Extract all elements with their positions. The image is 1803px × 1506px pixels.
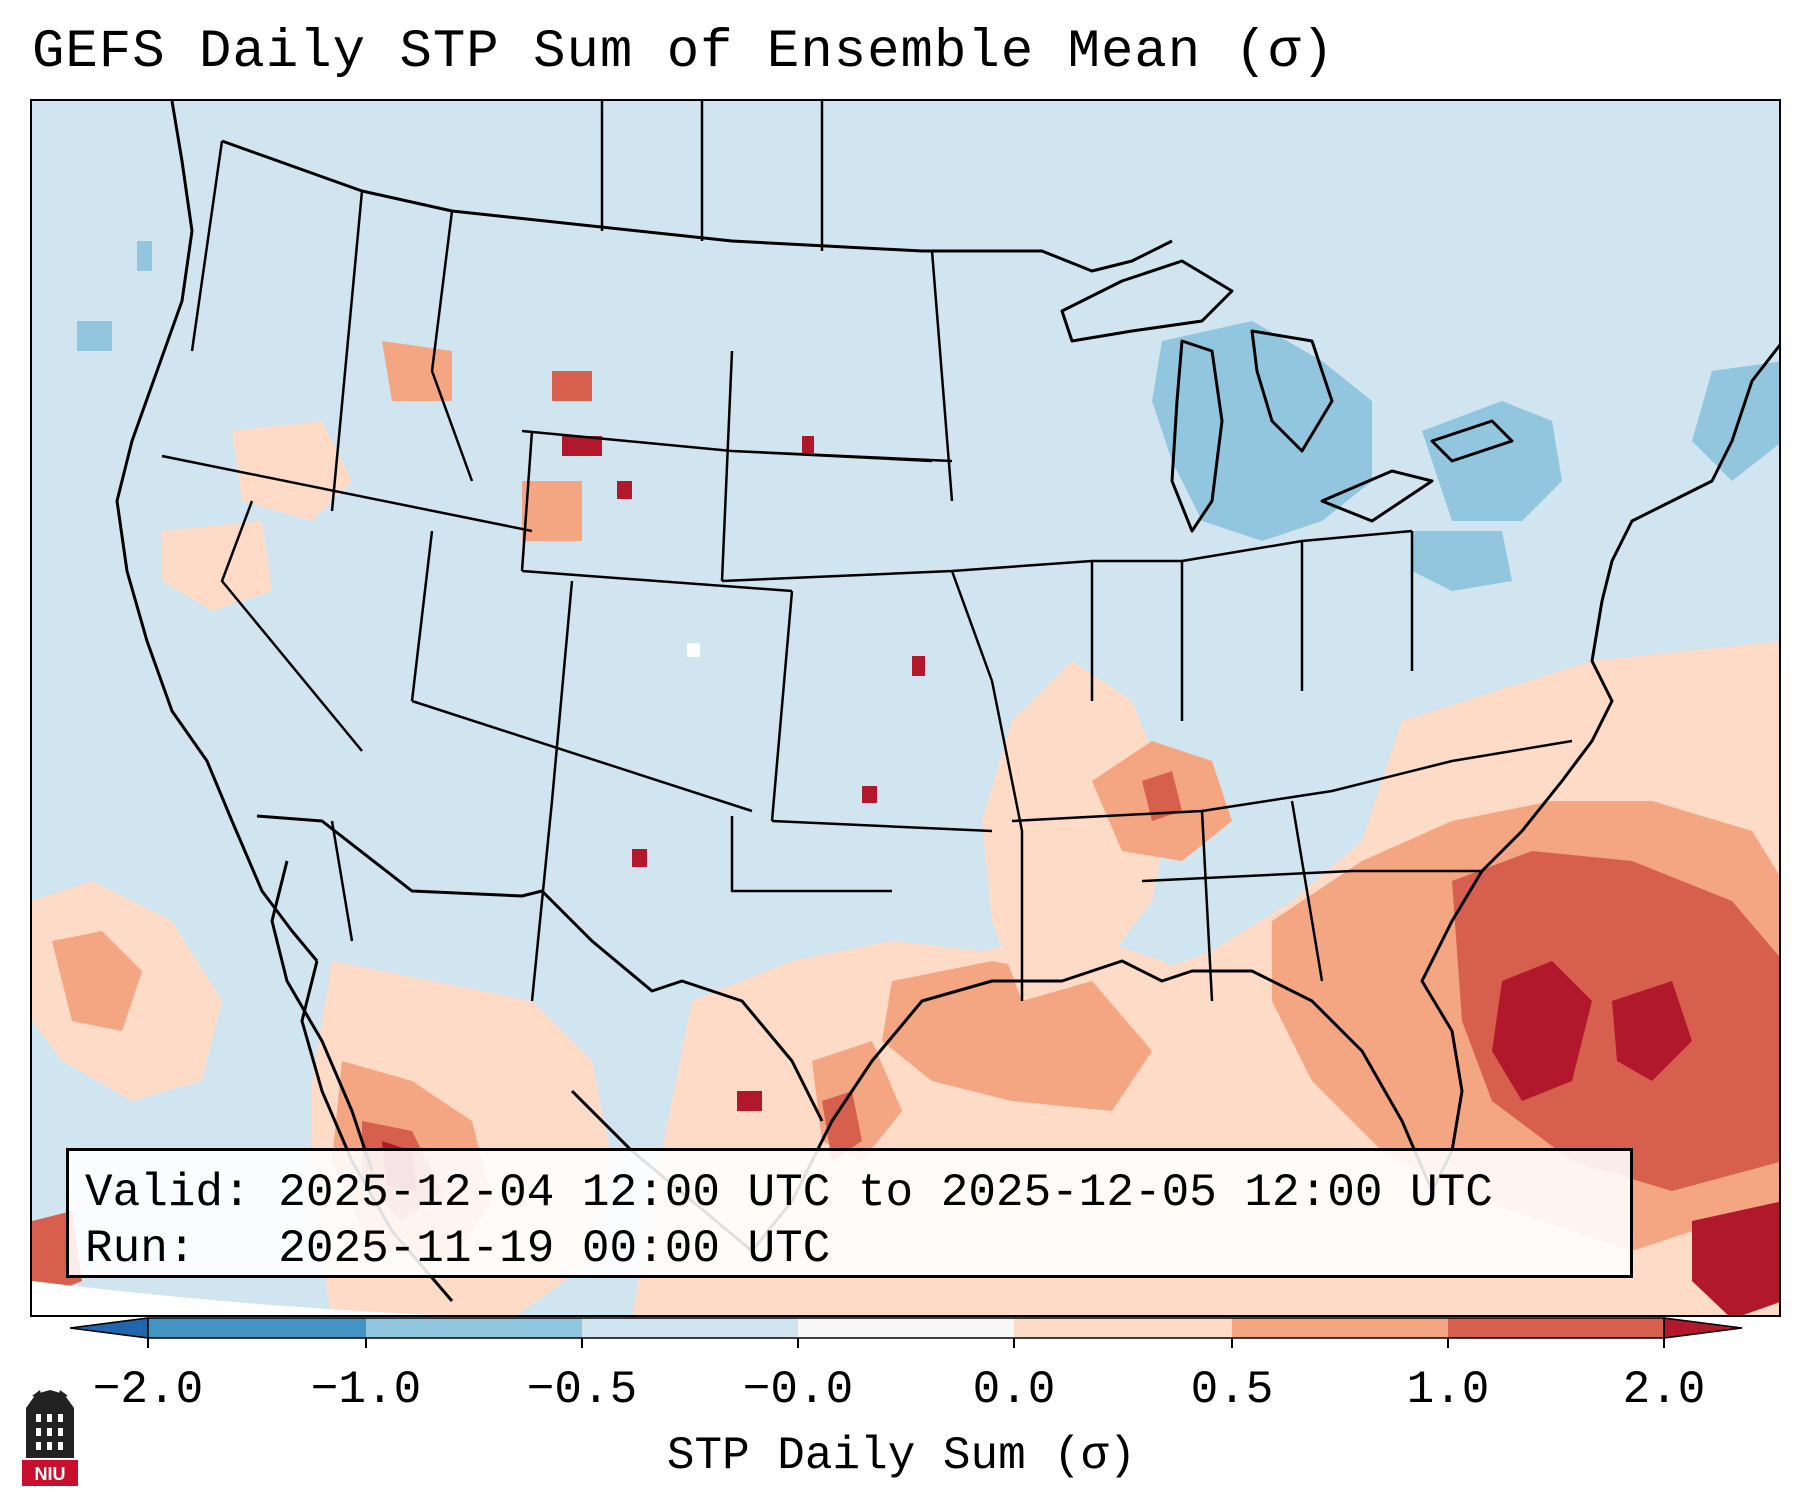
colorbar-segment-7 — [1448, 1318, 1664, 1338]
colorbar-segment-3 — [582, 1318, 798, 1338]
colorbar-ticks — [147, 1338, 1665, 1348]
anomaly-dark-caribbean — [1692, 1201, 1779, 1315]
lake-michigan — [1170, 339, 1224, 533]
valid-label: Valid: — [85, 1167, 251, 1219]
anomaly-light-nw — [232, 421, 352, 521]
tick-label: 0.5 — [1190, 1364, 1274, 1416]
anomaly-blue-pacific-nw-2 — [137, 241, 152, 271]
anomaly-medium-idaho — [382, 341, 452, 401]
state-lines — [161, 101, 1573, 1002]
chart-title: GEFS Daily STP Sum of Ensemble Mean (σ) — [32, 22, 1335, 83]
colorbar-extend-low — [70, 1317, 149, 1339]
valid-value: 2025-12-04 12:00 UTC to 2025-12-05 12:00… — [278, 1167, 1493, 1219]
tick-label: 2.0 — [1622, 1364, 1706, 1416]
mexico-border — [256, 814, 824, 1122]
tick-label: 0.0 — [972, 1364, 1056, 1416]
anomaly-blue-lakes — [1152, 321, 1372, 541]
logo-text: NIU — [35, 1464, 66, 1484]
anomaly-dark-okla — [862, 786, 877, 803]
anomaly-red-montana — [552, 371, 592, 401]
anomaly-blue-ny — [1422, 401, 1562, 521]
tick-label: −2.0 — [92, 1364, 204, 1416]
tick-label: −1.0 — [310, 1364, 422, 1416]
tick-label: 1.0 — [1406, 1364, 1490, 1416]
colorbar-segment-6 — [1232, 1318, 1448, 1338]
valid-run-box: Valid: 2025-12-04 12:00 UTC to 2025-12-0… — [66, 1148, 1633, 1278]
map-panel — [30, 99, 1781, 1317]
anomaly-medium-wyoming — [522, 481, 582, 541]
gulf-california — [270, 860, 374, 1172]
anomaly-dark-montana — [562, 436, 602, 456]
anomaly-dark-texas-w — [737, 1091, 762, 1111]
colorbar-segment-4 — [798, 1318, 1014, 1338]
colorbar-segment-2 — [366, 1318, 582, 1338]
colorbar-frame — [147, 1317, 1665, 1339]
colorbar-segment-1 — [148, 1318, 366, 1338]
anomaly-dark-kansas — [912, 656, 925, 676]
anomaly-red-texas — [822, 1091, 862, 1161]
anomaly-dark-dakota — [802, 436, 814, 453]
anomaly-zero-colorado — [687, 643, 700, 657]
anomaly-blue-pacific-nw — [77, 321, 112, 351]
lake-ontario — [1430, 419, 1514, 463]
run-value: 2025-11-19 00:00 UTC — [278, 1223, 831, 1275]
west-coastline — [115, 101, 319, 962]
anomaly-dark-nm — [632, 849, 647, 867]
anomaly-dark-atlantic-2 — [1612, 981, 1692, 1081]
projection-edge — [32, 1281, 437, 1315]
anomaly-light-valley — [982, 661, 1172, 1001]
anomaly-medium-gulf — [882, 961, 1152, 1111]
east-coastline — [1420, 343, 1779, 1192]
lake-huron — [1250, 329, 1334, 453]
colorbar-extend-high — [1663, 1317, 1743, 1339]
anomaly-blue-pa — [1412, 531, 1512, 591]
anomaly-dark-wy — [617, 481, 632, 499]
canada-border — [221, 139, 1173, 273]
run-label: Run: — [85, 1223, 196, 1275]
anomaly-red-valley — [1142, 771, 1182, 821]
colorbar — [70, 1317, 1743, 1348]
map-canvas — [32, 101, 1779, 1315]
anomaly-light-ca — [162, 521, 272, 611]
lake-superior — [1060, 259, 1234, 343]
colorbar-label: STP Daily Sum (σ) — [666, 1430, 1137, 1482]
anomaly-blue-newengland — [1692, 361, 1779, 481]
tick-label: −0.0 — [742, 1364, 854, 1416]
lake-erie — [1320, 469, 1434, 523]
anomaly-medium-pacific — [52, 931, 142, 1031]
boundaries — [115, 101, 1779, 1302]
colorbar-segment-5 — [1014, 1318, 1232, 1338]
anomaly-dark-atlantic — [1492, 961, 1592, 1101]
niu-logo-icon: NIU — [22, 1390, 78, 1486]
tick-label: −0.5 — [526, 1364, 638, 1416]
